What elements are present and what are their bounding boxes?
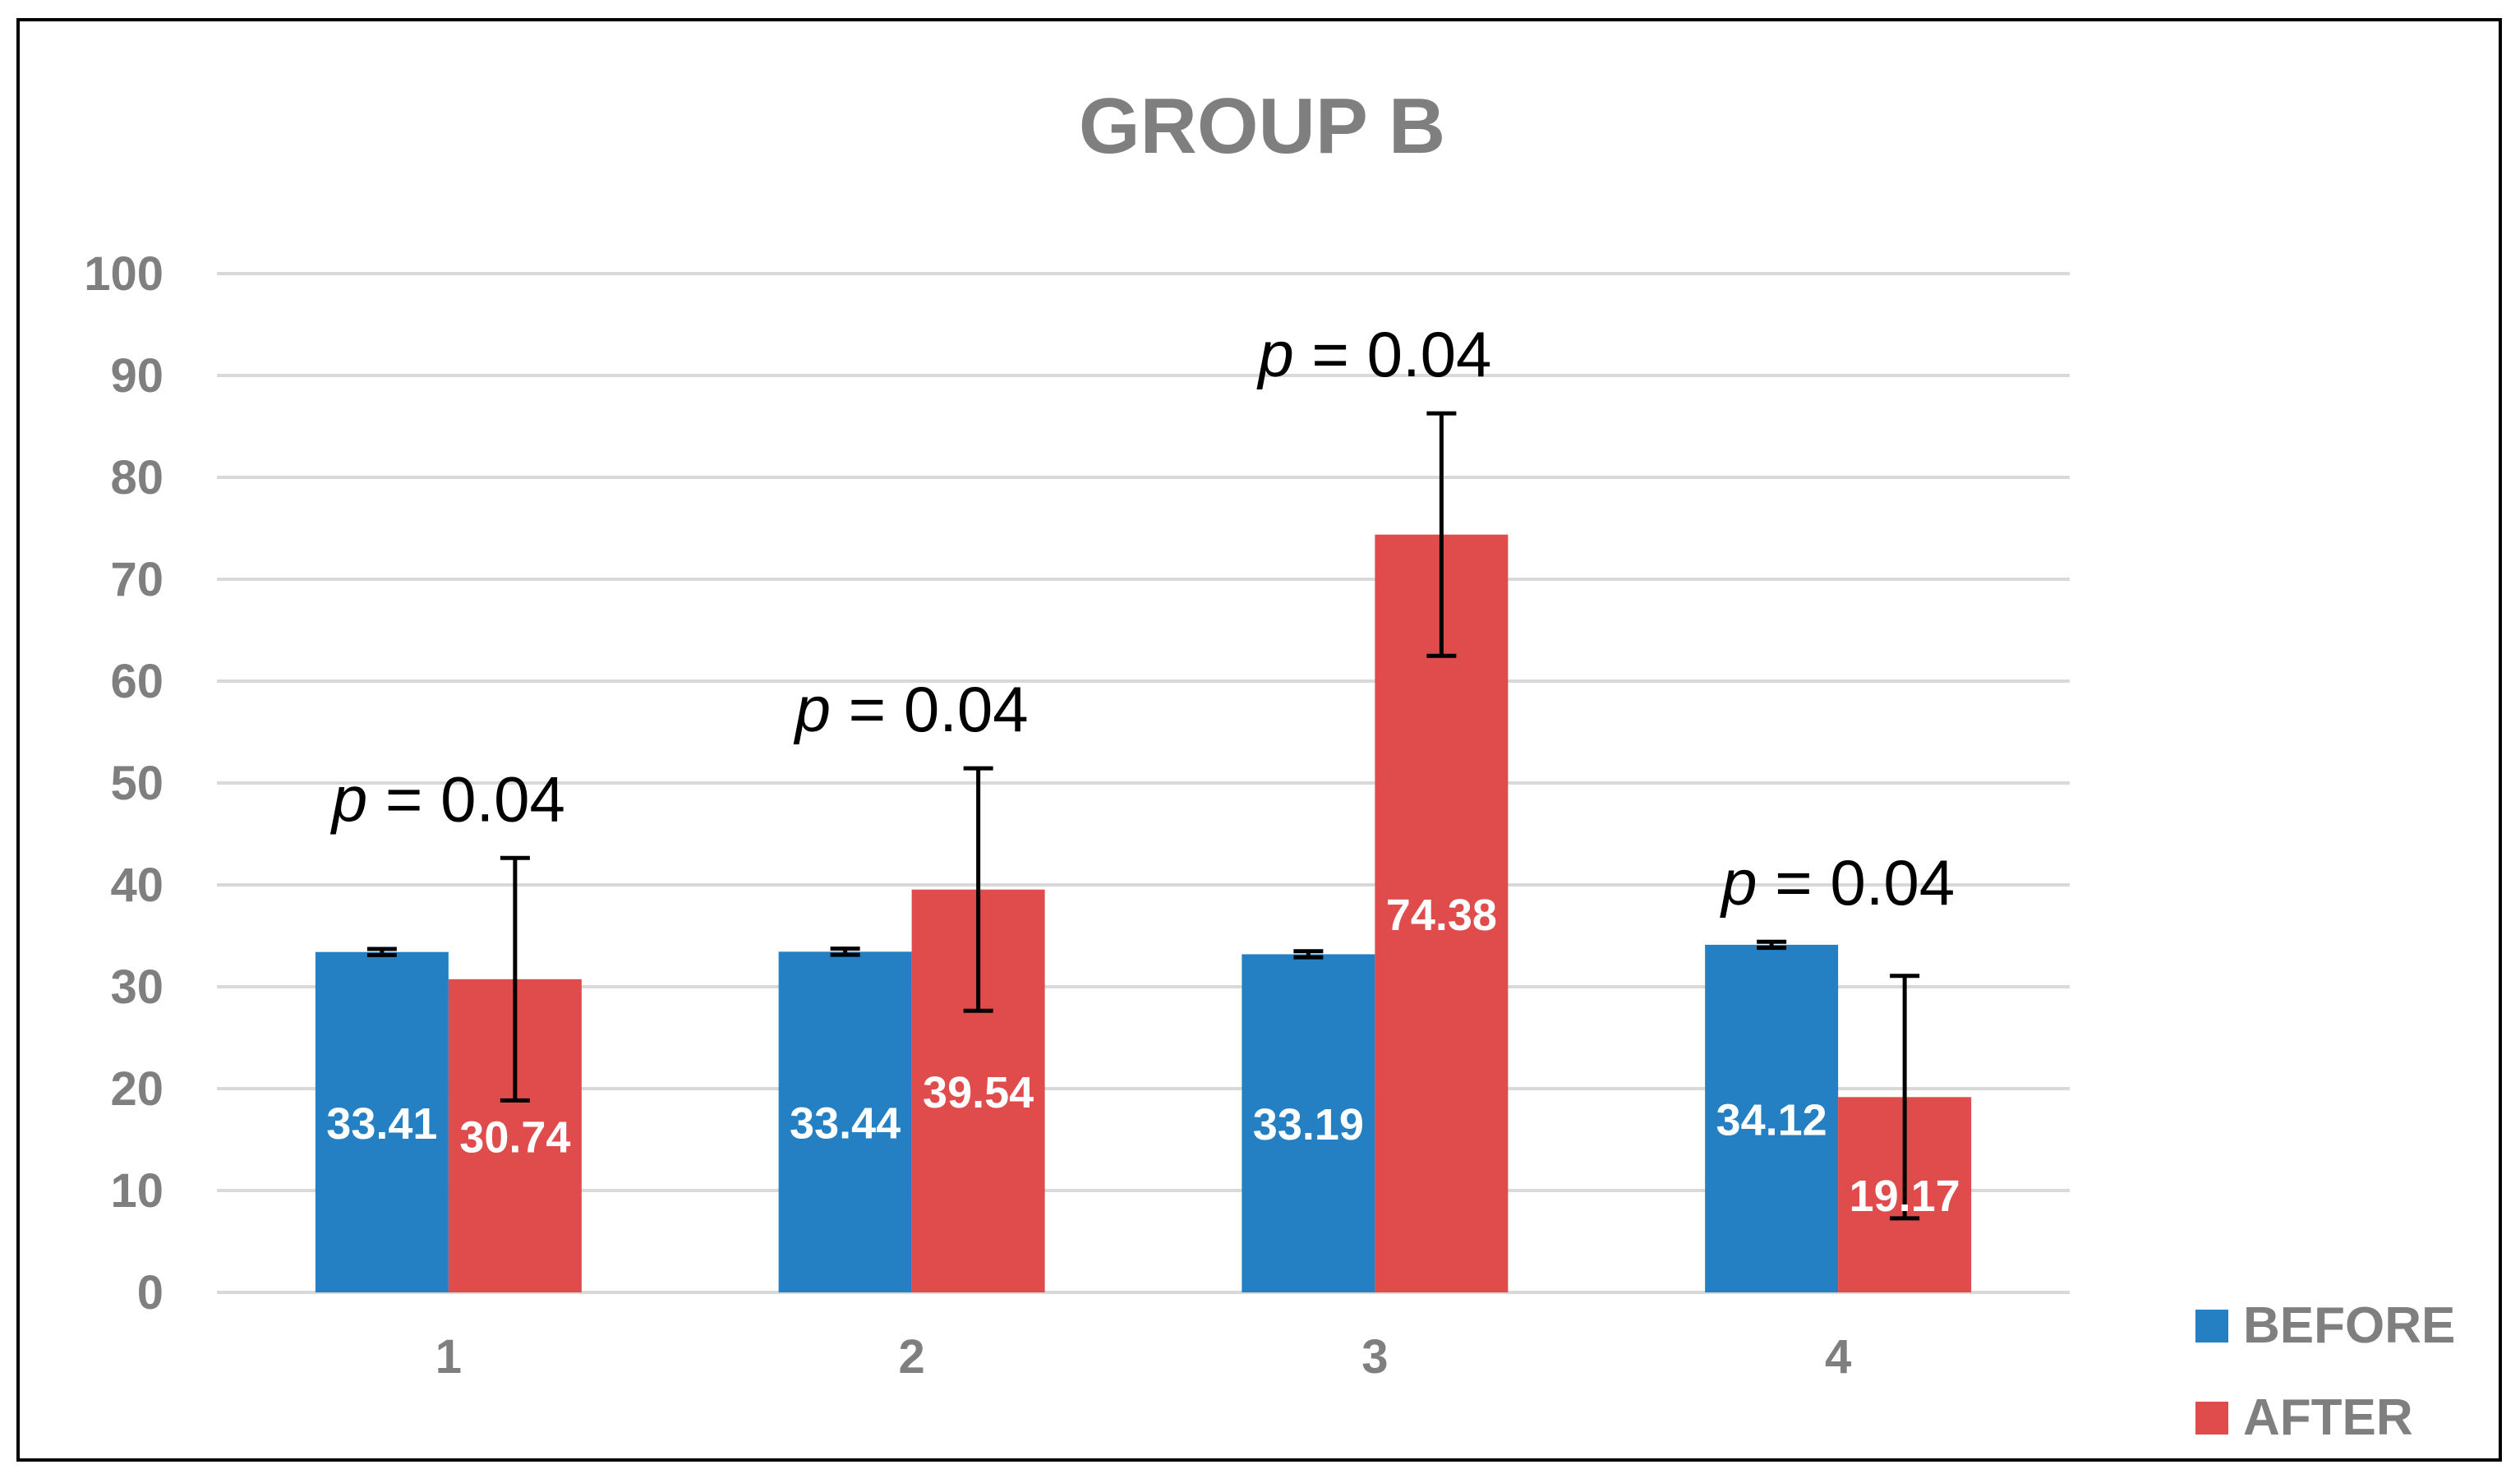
y-tick-label: 80 bbox=[110, 451, 164, 504]
data-label-before-3: 33.19 bbox=[1253, 1100, 1364, 1149]
y-tick-label: 20 bbox=[110, 1062, 164, 1116]
y-tick-label: 60 bbox=[110, 655, 164, 708]
error-bar-before-1 bbox=[366, 946, 397, 957]
y-axis-ticks: 0 10 20 30 40 50 60 70 80 90 100 bbox=[84, 247, 164, 1320]
y-tick-label: 0 bbox=[137, 1266, 164, 1320]
p-value-label-4: p = 0.04 bbox=[1720, 846, 1955, 919]
legend-swatch bbox=[2195, 1310, 2228, 1343]
bar-before-1 bbox=[315, 951, 449, 1292]
bar-chart: GROUP B 0 10 20 30 40 50 60 70 80 90 100 33.41 30.7… bbox=[84, 82, 2455, 1446]
error-bar-after-3 bbox=[1426, 411, 1457, 658]
y-tick-label: 70 bbox=[110, 553, 164, 606]
p-value-label-2: p = 0.04 bbox=[794, 673, 1029, 745]
bars bbox=[315, 534, 1972, 1292]
p-value-annotations: p = 0.04 p = 0.04 p = 0.04 p = 0.04 bbox=[330, 318, 1955, 919]
y-tick-label: 40 bbox=[110, 859, 164, 912]
bar-before-3 bbox=[1242, 954, 1375, 1292]
legend-swatch bbox=[2195, 1402, 2228, 1435]
chart-frame: GROUP B 0 10 20 30 40 50 60 70 80 90 100 33.41 30.7… bbox=[16, 18, 2502, 1462]
y-tick-label: 10 bbox=[110, 1164, 164, 1218]
x-tick-label: 4 bbox=[1825, 1330, 1851, 1384]
error-bars bbox=[366, 411, 1920, 1221]
p-value-label-1: p = 0.04 bbox=[330, 762, 565, 835]
legend: BEFORE AFTER bbox=[2195, 1297, 2455, 1446]
x-tick-label: 3 bbox=[1361, 1330, 1388, 1384]
data-label-before-1: 33.41 bbox=[326, 1099, 437, 1149]
data-label-after-3: 74.38 bbox=[1386, 891, 1497, 940]
legend-item-after: AFTER bbox=[2195, 1389, 2413, 1446]
data-labels: 33.41 30.74 33.44 39.54 33.19 74.38 34.12 19.17 bbox=[326, 891, 1960, 1221]
bar-after-3 bbox=[1375, 534, 1509, 1292]
error-bar-after-4 bbox=[1890, 974, 1920, 1221]
error-bar-after-1 bbox=[500, 855, 530, 1103]
y-tick-label: 90 bbox=[110, 349, 164, 403]
y-tick-label: 30 bbox=[110, 960, 164, 1014]
data-label-after-1: 30.74 bbox=[459, 1112, 570, 1162]
legend-label: AFTER bbox=[2243, 1389, 2413, 1446]
x-tick-label: 2 bbox=[898, 1330, 924, 1384]
data-label-before-4: 34.12 bbox=[1716, 1095, 1827, 1144]
data-label-before-2: 33.44 bbox=[790, 1099, 901, 1149]
legend-label: BEFORE bbox=[2243, 1297, 2455, 1354]
p-value-label-3: p = 0.04 bbox=[1256, 318, 1491, 390]
bar-before-4 bbox=[1705, 944, 1839, 1292]
y-tick-label: 100 bbox=[84, 247, 164, 301]
error-bar-after-2 bbox=[963, 766, 993, 1013]
error-bar-before-3 bbox=[1293, 949, 1324, 960]
error-bar-before-2 bbox=[830, 946, 860, 957]
x-tick-label: 1 bbox=[435, 1330, 462, 1384]
x-axis-ticks: 1 2 3 4 bbox=[435, 1330, 1852, 1384]
bar-before-2 bbox=[778, 951, 912, 1292]
chart-title: GROUP B bbox=[1079, 82, 1445, 170]
error-bar-before-4 bbox=[1757, 939, 1787, 951]
data-label-after-2: 39.54 bbox=[923, 1068, 1034, 1117]
y-tick-label: 50 bbox=[110, 757, 164, 810]
legend-item-before: BEFORE bbox=[2195, 1297, 2455, 1354]
data-label-after-4: 19.17 bbox=[1850, 1172, 1960, 1221]
